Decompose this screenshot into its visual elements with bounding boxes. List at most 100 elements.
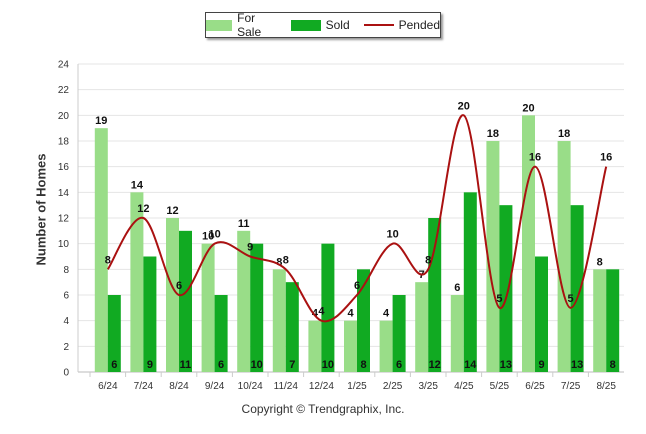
legend-label-for-sale: For Sale — [237, 11, 262, 39]
legend-swatch-sold — [290, 19, 321, 31]
bar-for-sale — [201, 243, 215, 372]
data-label-sold: 6 — [218, 359, 224, 371]
data-label-for-sale: 19 — [95, 115, 107, 127]
y-tick-label: 24 — [58, 60, 70, 71]
data-label-pended: 6 — [354, 280, 360, 292]
data-label-sold: 14 — [464, 359, 477, 371]
y-tick-label: 16 — [58, 162, 70, 173]
bar-for-sale — [94, 128, 108, 372]
y-tick-label: 10 — [58, 239, 70, 250]
data-label-pended: 9 — [247, 242, 253, 254]
y-axis-label: Number of Homes — [33, 153, 49, 266]
legend: For Sale Sold Pended — [205, 11, 441, 39]
data-label-sold: 13 — [571, 359, 583, 371]
data-label-for-sale: 8 — [276, 256, 282, 268]
x-tick-label: 8/25 — [596, 381, 616, 392]
bar-for-sale — [166, 218, 179, 372]
data-label-pended: 20 — [458, 100, 470, 112]
data-label-sold: 10 — [322, 359, 334, 371]
data-label-for-sale: 4 — [383, 308, 390, 320]
data-label-for-sale: 20 — [522, 102, 534, 114]
data-label-sold: 6 — [111, 359, 117, 371]
data-label-for-sale: 8 — [597, 256, 603, 268]
bar-sold — [392, 295, 406, 372]
data-label-sold: 11 — [180, 359, 192, 371]
bar-sold — [179, 230, 192, 372]
y-tick-label: 14 — [58, 188, 70, 199]
legend-swatch-for-sale — [206, 19, 233, 31]
x-tick-label: 8/24 — [169, 381, 189, 392]
data-label-pended: 5 — [568, 293, 574, 305]
data-label-sold: 8 — [610, 359, 616, 371]
bar-for-sale — [522, 115, 535, 372]
x-tick-label: 12/24 — [309, 381, 334, 392]
data-label-for-sale: 6 — [454, 282, 460, 294]
x-tick-label: 7/25 — [561, 381, 581, 392]
x-tick-label: 7/24 — [134, 381, 154, 392]
bar-sold — [143, 256, 157, 372]
data-label-sold: 9 — [147, 359, 153, 371]
bar-sold — [321, 243, 335, 372]
line-pended — [106, 114, 608, 323]
bar-for-sale — [308, 320, 322, 372]
data-label-pended: 10 — [386, 229, 398, 241]
y-tick-label: 20 — [58, 111, 70, 122]
data-label-for-sale: 18 — [558, 128, 570, 140]
bar-for-sale — [593, 269, 607, 372]
data-label-pended: 5 — [496, 293, 502, 305]
y-tick-label: 22 — [58, 85, 70, 96]
x-tick-label: 3/25 — [418, 381, 438, 392]
data-label-for-sale: 4 — [347, 308, 354, 320]
bar-for-sale — [450, 295, 464, 372]
bar-for-sale — [272, 269, 286, 372]
legend-item-sold: Sold — [290, 18, 350, 32]
bar-for-sale — [237, 230, 251, 372]
bar-for-sale — [130, 192, 144, 372]
y-tick-label: 0 — [63, 368, 69, 379]
legend-swatch-pended — [363, 24, 394, 26]
bar-for-sale — [415, 282, 429, 372]
y-tick-label: 8 — [63, 265, 69, 276]
x-tick-label: 6/24 — [98, 381, 118, 392]
data-label-for-sale: 4 — [312, 308, 319, 320]
data-label-for-sale: 11 — [238, 218, 250, 230]
data-label-for-sale: 14 — [131, 179, 144, 191]
bar-for-sale — [557, 141, 571, 372]
legend-item-pended: Pended — [363, 18, 440, 32]
y-tick-label: 12 — [58, 214, 70, 225]
legend-label-pended: Pended — [398, 18, 440, 32]
x-tick-label: 11/24 — [274, 381, 299, 392]
data-label-for-sale: 12 — [166, 205, 178, 217]
bar-sold — [214, 295, 228, 372]
data-label-pended: 10 — [208, 229, 220, 241]
bar-sold — [606, 269, 620, 372]
data-label-sold: 6 — [396, 359, 402, 371]
data-label-pended: 8 — [425, 254, 431, 266]
bar-sold — [107, 295, 121, 372]
data-label-sold: 9 — [538, 359, 544, 371]
bar-for-sale — [344, 320, 357, 372]
data-label-pended: 8 — [105, 254, 111, 266]
data-label-sold: 7 — [289, 359, 295, 371]
data-label-pended: 6 — [176, 280, 182, 292]
data-label-pended: 16 — [529, 152, 541, 164]
y-tick-label: 2 — [63, 342, 69, 353]
x-tick-label: 2/25 — [383, 381, 403, 392]
data-label-sold: 13 — [500, 359, 512, 371]
bar-sold — [285, 282, 299, 372]
bar-sold — [250, 243, 264, 372]
bar-for-sale — [379, 320, 393, 372]
x-tick-label: 5/25 — [490, 381, 510, 392]
data-label-sold: 12 — [429, 359, 441, 371]
data-label-for-sale: 18 — [487, 128, 499, 140]
copyright-text: Copyright © Trendgraphix, Inc. — [241, 402, 405, 416]
data-label-pended: 12 — [137, 203, 149, 215]
bar-sold — [499, 205, 513, 372]
x-tick-label: 1/25 — [347, 381, 367, 392]
y-tick-label: 18 — [58, 137, 70, 148]
data-label-sold: 10 — [251, 359, 263, 371]
data-label-pended: 4 — [318, 306, 325, 318]
y-tick-label: 6 — [63, 291, 69, 302]
bar-sold — [535, 256, 548, 372]
